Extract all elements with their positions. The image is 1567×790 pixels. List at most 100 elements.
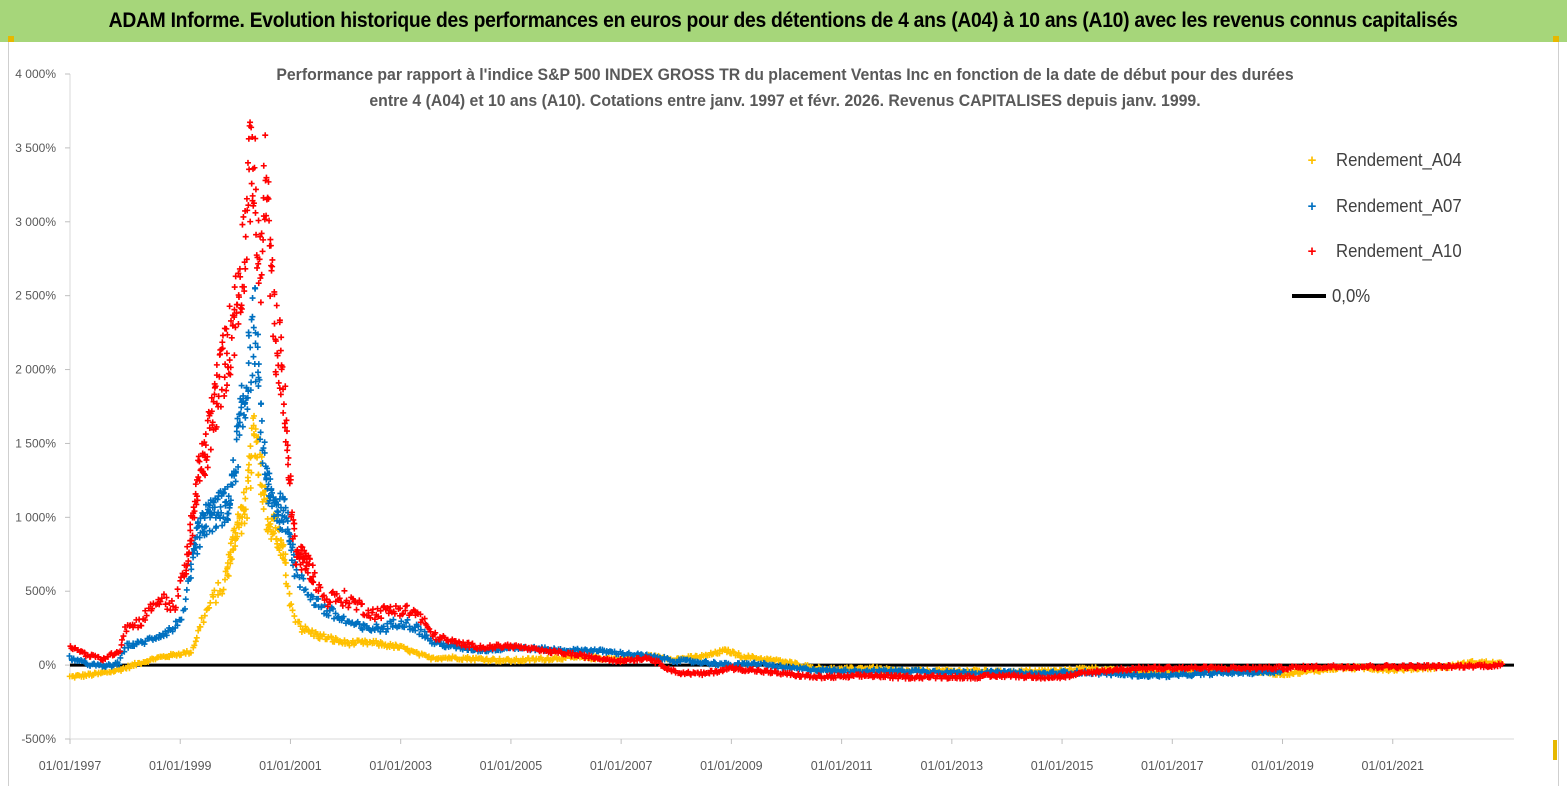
data-point (258, 271, 265, 278)
data-point (252, 285, 259, 292)
data-point (195, 627, 202, 634)
data-point (227, 500, 234, 507)
data-point (320, 631, 327, 638)
data-point (206, 604, 213, 611)
data-point (236, 265, 243, 272)
chart-title: Performance par rapport à l'indice S&P 5… (140, 62, 1430, 114)
data-point (200, 511, 207, 518)
data-point (271, 513, 278, 520)
data-point (224, 331, 231, 338)
data-point (757, 668, 764, 675)
banner-title: ADAM Informe. Evolution historique des p… (108, 9, 1459, 32)
data-point (237, 304, 244, 311)
data-point (247, 484, 254, 491)
data-point (284, 526, 291, 533)
data-point (225, 510, 232, 517)
data-point (208, 394, 215, 401)
data-point (244, 159, 251, 166)
legend-item-a07: + Rendement_A07 (1298, 193, 1471, 219)
data-point (384, 625, 391, 632)
data-point (202, 442, 209, 449)
data-point (223, 325, 230, 332)
data-point (238, 530, 245, 537)
y-tick-label: 2 500% (15, 289, 56, 303)
data-point (252, 135, 259, 142)
data-point (252, 340, 259, 347)
data-point (359, 600, 366, 607)
data-point (210, 593, 217, 600)
data-point (231, 314, 238, 321)
data-point (310, 573, 317, 580)
data-point (279, 526, 286, 533)
data-point (238, 306, 245, 313)
data-point (240, 489, 247, 496)
data-point (381, 603, 388, 610)
data-point (187, 521, 194, 528)
data-point (730, 649, 737, 656)
data-point (243, 195, 250, 202)
y-tick-label: 2 000% (15, 363, 56, 377)
data-point (187, 527, 194, 534)
data-point (191, 514, 198, 521)
data-point (196, 543, 203, 550)
data-point (250, 353, 257, 360)
data-point (211, 391, 218, 398)
data-point (267, 476, 274, 483)
data-point (166, 654, 173, 661)
data-point (230, 457, 237, 464)
data-point (215, 591, 222, 598)
data-point (312, 602, 319, 609)
data-point (276, 547, 283, 554)
data-point (280, 401, 287, 408)
data-point (219, 345, 226, 352)
data-point (187, 574, 194, 581)
data-point (221, 519, 228, 526)
data-point (415, 623, 422, 630)
data-point (213, 361, 220, 368)
data-point (217, 503, 224, 510)
data-point (194, 550, 201, 557)
x-tick-label: 01/01/2017 (1141, 759, 1204, 773)
data-point (285, 454, 292, 461)
data-point (213, 523, 220, 530)
data-point (240, 283, 247, 290)
data-point (249, 295, 256, 302)
data-point (149, 605, 156, 612)
data-point (215, 579, 222, 586)
data-point (245, 477, 252, 484)
data-point (288, 601, 295, 608)
data-point (341, 587, 348, 594)
x-tick-label: 01/01/1999 (149, 759, 212, 773)
data-point (284, 442, 291, 449)
data-point (235, 463, 242, 470)
data-point (223, 350, 230, 357)
data-point (201, 514, 208, 521)
data-point (388, 620, 395, 627)
chart-title-line-2: entre 4 (A04) et 10 ans (A10). Cotations… (369, 91, 1201, 110)
data-point (207, 599, 214, 606)
legend-label-zero: 0,0% (1332, 285, 1371, 306)
data-point (196, 458, 203, 465)
data-point (214, 496, 221, 503)
data-point (309, 627, 316, 634)
legend-label-a07: Rendement_A07 (1336, 195, 1462, 216)
data-point (270, 530, 277, 537)
data-point (118, 636, 125, 643)
data-point (213, 400, 220, 407)
data-point (196, 477, 203, 484)
data-point (226, 303, 233, 310)
data-point (356, 597, 363, 604)
data-point (280, 541, 287, 548)
data-point (329, 588, 336, 595)
data-point (244, 394, 251, 401)
data-point (238, 382, 245, 389)
data-point (220, 586, 227, 593)
data-point (231, 306, 238, 313)
data-point (421, 615, 428, 622)
data-point (250, 324, 257, 331)
data-point (871, 666, 878, 673)
data-point (1272, 666, 1279, 673)
data-point (220, 489, 227, 496)
data-point (232, 324, 239, 331)
data-point (229, 481, 236, 488)
